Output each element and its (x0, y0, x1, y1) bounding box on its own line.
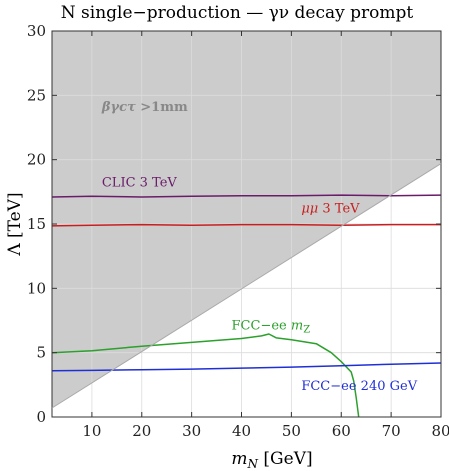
x-tick-label: 80 (431, 422, 449, 440)
series-label-1: μμ 3 TeV (301, 201, 360, 216)
shaded-region (52, 31, 441, 408)
y-tick-label: 5 (36, 344, 46, 362)
y-tick-label: 20 (27, 151, 46, 169)
series-line-2 (52, 333, 360, 417)
ticks: 10 20 30 40 50 60 70 80 0 5 10 15 20 25 30 (27, 22, 449, 440)
plot-area: 10 20 30 40 50 60 70 80 0 5 10 15 20 25 30 βγcτ >1mm CL… (27, 22, 449, 440)
annotations: βγcτ >1mm CLIC 3 TeV μμ 3 TeV FCC−ee mZ FCC−… (101, 100, 418, 394)
y-tick-label: 15 (27, 215, 46, 233)
series-line-1 (52, 223, 441, 227)
shaded-region-boundary (51, 163, 442, 409)
x-tick-label: 10 (82, 422, 101, 440)
shaded-region-label: βγcτ >1mm (101, 100, 188, 115)
y-axis-title: Λ [TeV] (5, 192, 25, 256)
series-line-3 (52, 362, 441, 372)
series-line-0 (52, 194, 441, 198)
x-tick-label: 60 (332, 422, 351, 440)
y-tick-label: 25 (27, 86, 46, 104)
x-tick-label: 30 (182, 422, 201, 440)
x-tick-label: 40 (232, 422, 251, 440)
x-axis-title: mN [GeV] (231, 449, 312, 471)
series-label-2: FCC−ee mZ (232, 319, 311, 336)
series-group (52, 194, 441, 417)
x-tick-label: 50 (282, 422, 301, 440)
y-tick-label: 10 (27, 279, 46, 297)
series-label-0: CLIC 3 TeV (102, 176, 178, 191)
series-label-3: FCC−ee 240 GeV (301, 379, 417, 394)
x-tick-label: 20 (132, 422, 151, 440)
y-tick-label: 30 (27, 22, 46, 40)
chart-title: N single−production — γν decay prompt (61, 3, 414, 23)
y-tick-label: 0 (36, 408, 46, 426)
x-tick-label: 70 (382, 422, 401, 440)
